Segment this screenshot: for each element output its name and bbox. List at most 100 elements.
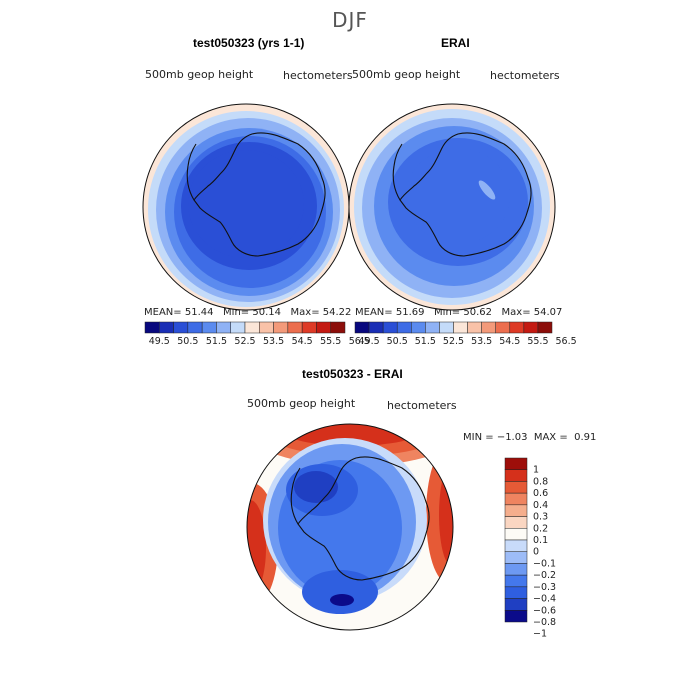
contour-fill [188, 150, 304, 258]
model-panel-title: test050323 (yrs 1-1) [193, 36, 305, 50]
diff-colorbar-tick-label: 0.2 [533, 523, 548, 534]
model-mean-value: 51.44 [184, 307, 214, 318]
diff-colorbar-swatch [504, 457, 528, 470]
obs-min-label: Min= [434, 307, 461, 318]
obs-panel-title: ERAI [441, 36, 470, 50]
model-colorbar-tick-label: 51.5 [206, 336, 227, 347]
diff-units-label: hectometers [387, 399, 457, 412]
diff-colorbar-swatch [504, 551, 528, 564]
model-colorbar-swatch [201, 321, 217, 334]
model-colorbar-swatch [287, 321, 303, 334]
diff-stats: MIN = −1.03 MAX = 0.91 [463, 432, 596, 443]
model-min-label: Min= [223, 307, 250, 318]
diff-colorbar-tick-label: −0.8 [533, 617, 556, 628]
contour-fill [478, 180, 496, 200]
model-max-value: 54.22 [322, 307, 352, 318]
obs-colorbar-swatch [509, 321, 525, 334]
diff-colorbar-tick-label: −0.2 [533, 570, 556, 581]
model-units-label: hectometers [283, 69, 353, 82]
diff-min-value: −1.03 [496, 432, 528, 443]
obs-colorbar-swatch [481, 321, 496, 334]
obs-colorbar-swatch [396, 321, 412, 334]
diff-min-label: MIN = [463, 432, 494, 443]
model-map [143, 104, 349, 310]
obs-colorbar-swatch [453, 321, 468, 334]
obs-colorbar-tick-label: 54.5 [499, 336, 520, 347]
diff-colorbar-swatch [504, 492, 528, 506]
diff-colorbar-swatch [504, 539, 528, 552]
contour-fill [294, 471, 338, 503]
obs-colorbar-tick-label: 55.5 [527, 336, 548, 347]
season-title: DJF [332, 8, 368, 32]
obs-max-value: 54.07 [533, 307, 563, 318]
model-stats: MEAN= 51.44 Min= 50.14 Max= 54.22 [144, 307, 351, 318]
diff-map [247, 424, 453, 630]
obs-mean-label: MEAN= [355, 307, 393, 318]
diff-colorbar-tick-label: 1 [533, 465, 539, 476]
diff-max-value: 0.91 [574, 432, 597, 443]
obs-colorbar-swatch [439, 321, 454, 334]
obs-colorbar-tick-label: 53.5 [471, 336, 492, 347]
model-colorbar-swatch [144, 321, 160, 334]
model-mean-label: MEAN= [144, 307, 182, 318]
model-variable-label: 500mb geop height [145, 68, 254, 81]
diff-colorbar-tick-label: 0.6 [533, 488, 548, 499]
diff-colorbar-swatch [504, 598, 528, 611]
diff-colorbar-tick-label: 0.8 [533, 476, 548, 487]
model-colorbar-swatch [259, 321, 274, 334]
obs-colorbar-tick-label: 52.5 [443, 336, 464, 347]
obs-colorbar-swatch [411, 321, 426, 334]
contour-fill [282, 424, 422, 446]
contour-fill [439, 465, 453, 565]
contour-fill [406, 148, 510, 244]
contour-fill [247, 500, 266, 596]
diff-colorbar: 10.80.60.40.30.20.10−0.1−0.2−0.3−0.4−0.6… [504, 457, 556, 640]
model-colorbar-tick-label: 56.5 [349, 336, 370, 347]
model-colorbar-swatch [301, 321, 317, 334]
obs-units-label: hectometers [490, 69, 560, 82]
obs-colorbar-tick-label: 51.5 [415, 336, 436, 347]
contour-fill [330, 594, 354, 606]
obs-colorbar-tick-label: 50.5 [387, 336, 408, 347]
diff-colorbar-swatch [504, 516, 528, 529]
obs-variable-label: 500mb geop height [352, 68, 461, 81]
obs-mean-value: 51.69 [395, 307, 425, 318]
model-colorbar-swatch [173, 321, 189, 334]
diff-colorbar-tick-label: 0 [533, 547, 539, 558]
diff-colorbar-swatch [504, 586, 528, 599]
model-colorbar-swatch [230, 321, 246, 334]
model-colorbar-swatch [216, 321, 231, 334]
diff-colorbar-tick-label: −0.1 [533, 558, 556, 569]
obs-colorbar-swatch [523, 321, 539, 334]
model-colorbar-tick-label: 52.5 [234, 336, 255, 347]
obs-max-label: Max= [501, 307, 531, 318]
obs-colorbar-tick-label: 49.5 [358, 336, 379, 347]
model-colorbar-tick-label: 50.5 [177, 336, 198, 347]
model-colorbar-swatch [187, 321, 203, 334]
model-colorbar-swatch [330, 321, 346, 334]
diff-colorbar-tick-label: −0.4 [533, 594, 556, 605]
obs-colorbar-swatch [382, 321, 398, 334]
model-colorbar-tick-label: 54.5 [292, 336, 313, 347]
diff-colorbar-swatch [504, 504, 528, 517]
diff-panel-title: test050323 - ERAI [302, 367, 403, 381]
diff-colorbar-swatch [504, 469, 528, 482]
model-colorbar-swatch [273, 321, 289, 334]
diff-colorbar-tick-label: 0.1 [533, 535, 548, 546]
diff-colorbar-tick-label: 0.3 [533, 512, 548, 523]
model-colorbar-swatch [159, 321, 174, 334]
diff-max-label: MAX = [533, 432, 568, 443]
model-max-label: Max= [290, 307, 320, 318]
obs-stats: MEAN= 51.69 Min= 50.62 Max= 54.07 [355, 307, 562, 318]
obs-colorbar-swatch [495, 321, 511, 334]
obs-colorbar-swatch [425, 321, 440, 334]
obs-colorbar: 49.5 50.5 51.5 52.5 53.5 54.5 55.5 56.5 [354, 321, 577, 347]
diff-colorbar-tick-label: −0.6 [533, 605, 556, 616]
obs-min-value: 50.62 [463, 307, 492, 318]
diff-colorbar-swatch [504, 563, 528, 576]
diff-colorbar-swatch [504, 610, 528, 623]
model-colorbar-swatch [244, 321, 260, 334]
obs-colorbar-swatch [354, 321, 370, 334]
obs-map [349, 104, 555, 310]
